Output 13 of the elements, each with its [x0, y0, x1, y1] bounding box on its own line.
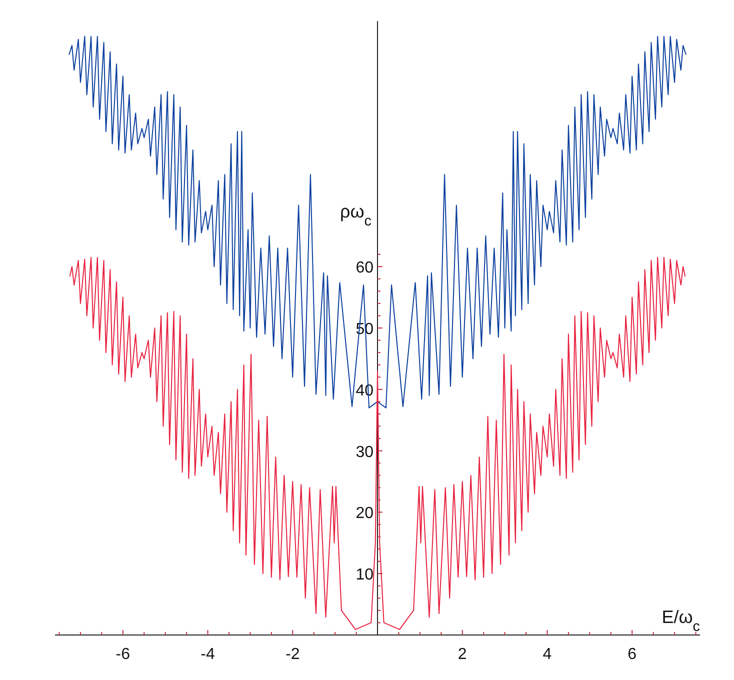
- x-tick-label: 4: [542, 646, 552, 663]
- x-tick-label: 2: [458, 646, 467, 663]
- x-tick-label: -6: [116, 646, 130, 663]
- y-tick-label: 20: [356, 505, 374, 522]
- x-tick-label: -4: [200, 646, 215, 663]
- y-axis-title: ρω$_{c}$: [340, 201, 372, 230]
- y-tick-label: 10: [356, 566, 374, 584]
- y-tick-label: 30: [356, 444, 374, 461]
- y-tick-label: 60: [356, 260, 374, 277]
- x-tick-label: 6: [628, 646, 637, 663]
- x-tick-label: -2: [286, 646, 300, 663]
- line-series: [68, 36, 686, 408]
- x-axis-title: E/ω$_{c}$: [662, 607, 700, 635]
